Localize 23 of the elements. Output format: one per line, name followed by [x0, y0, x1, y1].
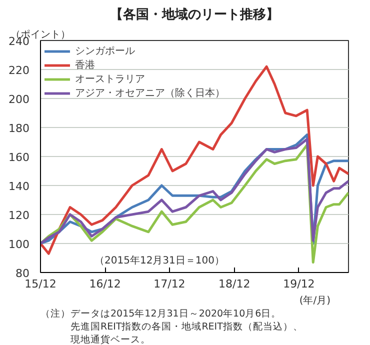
legend-label: アジア・オセアニア（除く日本）: [75, 86, 225, 100]
text: 先進国REIT指数の各国・地域REIT指数（配当込）、: [40, 320, 303, 332]
y-tick-label: 200: [8, 93, 30, 106]
x-tick-label: 19/12: [283, 278, 315, 290]
y-tick-label: 220: [8, 64, 30, 77]
text: 現地通貨ベース。: [40, 334, 150, 345]
legend-label: 香港: [75, 58, 95, 72]
x-tick-label: 17/12: [154, 278, 186, 290]
chart-title: 【各国・地域のリート推移】: [110, 6, 279, 22]
y-tick-label: 140: [8, 180, 30, 193]
y-tick-label: 80: [16, 267, 30, 280]
annotation: （2015年12月31日＝100）: [94, 254, 225, 266]
text: （注）データは2015年12月31日～2020年10月6日。: [40, 308, 282, 320]
y-tick-label: 160: [8, 151, 30, 164]
x-axis-title: (年/月): [299, 294, 331, 306]
y-tick-label: 180: [8, 122, 30, 135]
legend-label: オーストラリア: [75, 73, 145, 86]
x-tick-label: 18/12: [218, 278, 250, 290]
legend-label: シンガポール: [75, 45, 135, 58]
y-tick-label: 120: [8, 209, 30, 222]
y-tick-label: 100: [8, 238, 30, 251]
x-tick-label: 16/12: [89, 278, 121, 290]
x-tick-label: 15/12: [24, 278, 56, 290]
